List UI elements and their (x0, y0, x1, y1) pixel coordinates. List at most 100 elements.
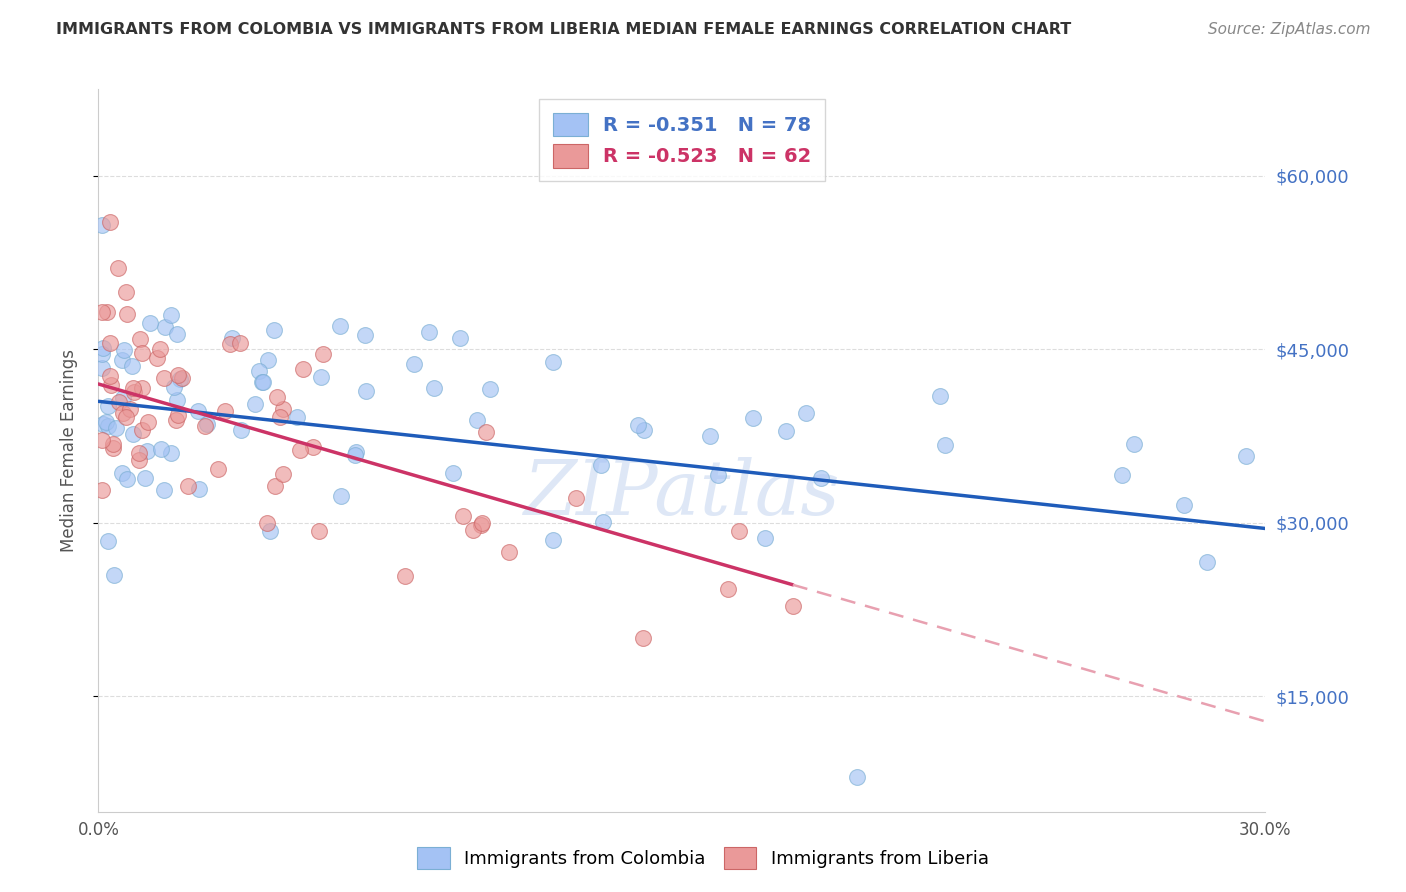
Point (592, 515, 614, 529)
Point (188, 482, 211, 496)
Point (541, 355, 564, 369)
Point (627, 417, 650, 432)
Point (394, 568, 416, 582)
Point (475, 425, 498, 439)
Point (741, 410, 763, 425)
Point (354, 384, 377, 398)
Point (728, 524, 751, 538)
Point (1173, 498, 1195, 512)
Point (128, 452, 150, 467)
Point (166, 392, 188, 407)
Point (1123, 437, 1146, 451)
Point (418, 325, 440, 339)
Point (118, 401, 141, 416)
Point (478, 382, 501, 396)
Point (96, 304, 118, 318)
Point (1111, 467, 1133, 482)
Point (121, 427, 143, 442)
Point (301, 440, 323, 454)
Point (451, 509, 474, 524)
Point (97, 399, 120, 413)
Point (256, 516, 278, 530)
Point (153, 371, 176, 385)
Point (810, 471, 832, 485)
Point (131, 381, 153, 395)
Point (423, 381, 446, 395)
Point (159, 309, 181, 323)
Point (782, 599, 804, 614)
Point (101, 437, 124, 451)
Point (128, 445, 150, 459)
Point (470, 518, 492, 533)
Point (169, 372, 191, 386)
Point (1234, 449, 1257, 463)
Point (91, 341, 114, 355)
Point (257, 352, 280, 367)
Point (754, 531, 776, 545)
Point (699, 428, 721, 442)
Point (541, 533, 564, 547)
Point (103, 567, 125, 582)
Point (91, 304, 114, 318)
Point (271, 467, 294, 481)
Point (291, 361, 314, 376)
Point (330, 489, 353, 503)
Point (250, 376, 273, 390)
Point (929, 389, 952, 403)
Point (309, 370, 332, 384)
Point (1195, 556, 1218, 570)
Point (402, 357, 425, 371)
Point (231, 423, 253, 437)
Point (775, 425, 797, 439)
Point (159, 446, 181, 460)
Point (139, 317, 162, 331)
Point (263, 479, 285, 493)
Point (565, 491, 588, 505)
Point (195, 417, 218, 432)
Point (163, 380, 186, 394)
Point (111, 391, 134, 405)
Point (134, 470, 156, 484)
Point (471, 516, 494, 530)
Point (706, 468, 728, 483)
Point (167, 368, 190, 383)
Point (100, 378, 122, 392)
Point (121, 359, 143, 373)
Point (152, 483, 174, 497)
Point (207, 461, 229, 475)
Point (149, 342, 172, 356)
Point (266, 390, 288, 404)
Y-axis label: Median Female Earnings: Median Female Earnings (59, 349, 77, 552)
Point (114, 285, 136, 299)
Point (245, 397, 267, 411)
Point (131, 423, 153, 437)
Point (441, 466, 464, 480)
Point (91, 361, 114, 376)
Point (354, 328, 377, 343)
Point (271, 401, 294, 416)
Point (150, 442, 173, 457)
Point (465, 412, 488, 426)
Point (259, 524, 281, 538)
Point (105, 420, 128, 434)
Point (498, 544, 520, 558)
Point (96, 415, 118, 429)
Point (165, 412, 187, 426)
Point (177, 479, 200, 493)
Point (167, 408, 190, 422)
Legend: Immigrants from Colombia, Immigrants from Liberia: Immigrants from Colombia, Immigrants fro… (408, 838, 998, 879)
Point (91, 218, 114, 232)
Point (107, 395, 129, 409)
Point (153, 319, 176, 334)
Point (449, 331, 471, 345)
Point (122, 384, 145, 399)
Point (214, 404, 236, 418)
Point (194, 419, 217, 434)
Point (166, 326, 188, 341)
Point (115, 472, 138, 486)
Point (122, 381, 145, 395)
Text: ZIPatlas: ZIPatlas (523, 457, 841, 531)
Point (111, 406, 134, 420)
Point (219, 337, 242, 351)
Point (794, 406, 817, 420)
